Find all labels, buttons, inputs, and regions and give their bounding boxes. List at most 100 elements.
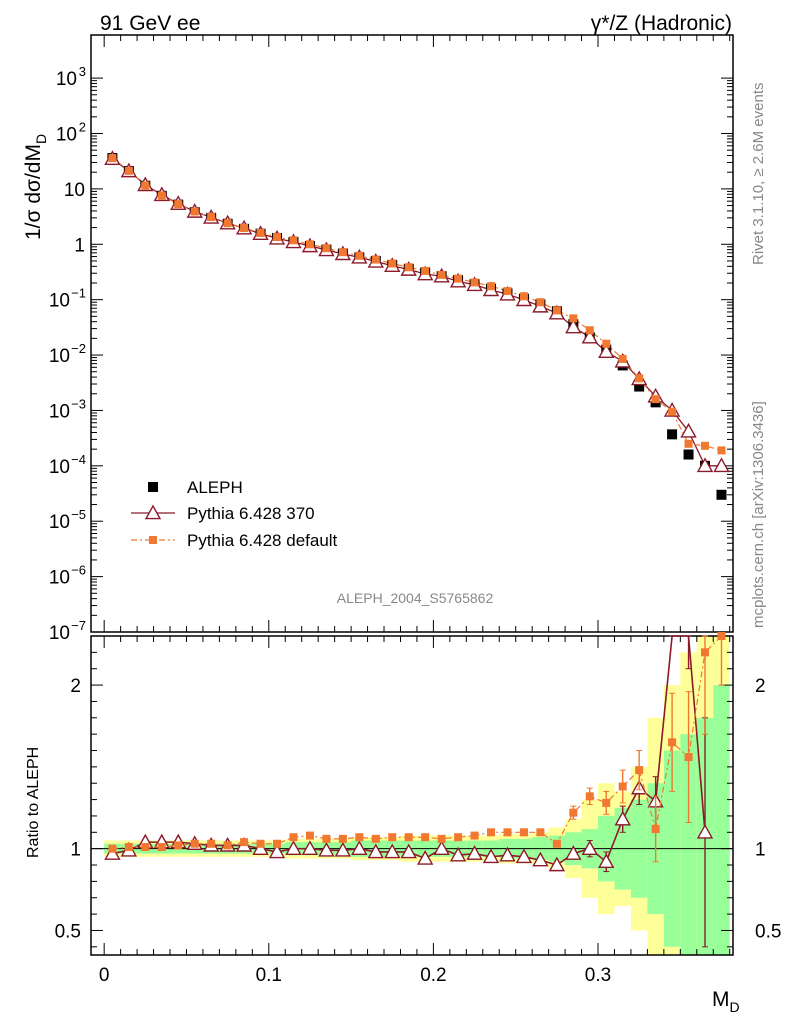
ratio-ylabel: Ratio to ALEPH bbox=[25, 747, 42, 858]
aleph-data-point bbox=[634, 381, 645, 392]
ratio-pythia-default-point bbox=[157, 843, 166, 852]
ratio-pythia-default-point bbox=[437, 834, 446, 843]
ratio-pythia-370-point bbox=[285, 840, 302, 855]
pythia-default-point bbox=[585, 326, 594, 335]
y-tick-label: 10 bbox=[64, 180, 85, 201]
pythia-default-point bbox=[552, 306, 561, 315]
series-line-pythia-370 bbox=[112, 158, 722, 467]
analysis-id: ALEPH_2004_S5765862 bbox=[337, 590, 494, 606]
pythia-default-point bbox=[503, 287, 512, 296]
y-tick-exponent: 2 bbox=[79, 119, 86, 134]
ratio-pythia-default-point bbox=[305, 831, 314, 840]
ratio-pythia-370-point bbox=[104, 845, 121, 860]
ratio-pythia-default-point bbox=[388, 833, 397, 842]
pythia-default-point bbox=[141, 181, 150, 190]
ratio-pythia-default-point bbox=[602, 798, 611, 807]
ratio-pythia-default-point bbox=[404, 833, 413, 842]
ratio-pythia-default-point bbox=[421, 833, 430, 842]
pythia-370-point bbox=[598, 343, 615, 358]
pythia-default-point bbox=[635, 374, 644, 383]
pythia-370-point bbox=[680, 422, 697, 438]
pythia-default-point bbox=[536, 298, 545, 307]
ratio-frame bbox=[90, 635, 734, 956]
pythia-default-point bbox=[421, 266, 430, 275]
legend-pythia-370-marker bbox=[144, 504, 162, 520]
pythia-default-point bbox=[651, 395, 660, 404]
legend-pythia-default-marker bbox=[149, 536, 157, 544]
ratio-pythia-370-point bbox=[416, 850, 434, 865]
pythia-default-point bbox=[684, 439, 693, 448]
ratio-pythia-default-point bbox=[174, 841, 183, 850]
ratio-xlabel: MD bbox=[712, 988, 740, 1015]
pythia-default-point bbox=[701, 441, 710, 450]
legend-label: Pythia 6.428 370 bbox=[187, 504, 315, 523]
x-tick-label: 0 bbox=[99, 965, 110, 986]
ratio-pythia-370-point bbox=[268, 843, 286, 859]
x-tick-label: 0.3 bbox=[585, 965, 611, 986]
y-tick-label: 1 bbox=[74, 235, 85, 256]
ratio-pythia-default-point bbox=[519, 828, 528, 837]
pythia-default-point bbox=[470, 278, 479, 287]
legend-label: Pythia 6.428 default bbox=[187, 531, 338, 550]
ratio-pythia-default-point bbox=[108, 844, 117, 853]
ratio-pythia-default-point bbox=[470, 831, 479, 840]
pythia-default-point bbox=[190, 207, 199, 216]
ratio-pythia-370-point bbox=[301, 840, 319, 855]
y-tick-exponent: −4 bbox=[71, 452, 86, 467]
pythia-default-point bbox=[322, 244, 331, 253]
ratio-pythia-370-point bbox=[581, 840, 598, 855]
pythia-default-point bbox=[404, 263, 413, 272]
band-green bbox=[713, 685, 730, 955]
y-tick-exponent: −2 bbox=[71, 341, 86, 356]
pythia-default-point bbox=[305, 240, 314, 249]
pythia-default-point bbox=[223, 219, 232, 228]
y-tick-exponent: −5 bbox=[71, 507, 86, 522]
pythia-default-point bbox=[289, 236, 298, 245]
ratio-pythia-default-point bbox=[190, 839, 199, 848]
y-tick-label: 10 bbox=[56, 69, 77, 90]
ratio-pythia-370-point bbox=[384, 843, 401, 859]
pythia-default-point bbox=[207, 213, 216, 222]
ratio-pythia-default-point bbox=[701, 648, 710, 657]
y-tick-label: 10 bbox=[49, 346, 70, 367]
pythia-default-point bbox=[338, 248, 347, 257]
ratio-pythia-default-point bbox=[651, 825, 660, 834]
pythia-default-point bbox=[124, 166, 133, 175]
main-frame bbox=[90, 34, 734, 633]
ratio-y-tick-label: 1 bbox=[70, 840, 81, 861]
legend-aleph-marker bbox=[148, 482, 158, 492]
ratio-pythia-370-point bbox=[532, 851, 549, 867]
y-tick-exponent: −1 bbox=[71, 286, 86, 301]
ratio-pythia-default-point bbox=[454, 833, 463, 842]
y-tick-label: 10 bbox=[49, 623, 70, 644]
y-tick-label: 10 bbox=[49, 291, 70, 312]
pythia-default-point bbox=[256, 228, 265, 237]
x-tick-label: 0.1 bbox=[256, 965, 282, 986]
pythia-default-point bbox=[717, 446, 726, 455]
ratio-y-tick-label: 2 bbox=[70, 676, 81, 697]
pythia-default-point bbox=[454, 274, 463, 283]
mcplots-label: mcplots.cern.ch [arXiv:1306.3436] bbox=[750, 401, 767, 628]
pythia-default-point bbox=[519, 292, 528, 301]
ratio-pythia-370-point bbox=[614, 810, 631, 826]
ratio-pythia-370-point bbox=[515, 848, 533, 864]
rivet-label: Rivet 3.1.10, ≥ 2.6M events bbox=[750, 83, 767, 266]
series-line-pythia-default bbox=[112, 157, 722, 451]
ratio-pythia-default-point bbox=[223, 841, 232, 850]
y-tick-label: 10 bbox=[49, 512, 70, 533]
ratio-y-tick-label-right: 0.5 bbox=[755, 921, 781, 942]
pythia-default-point bbox=[388, 259, 397, 268]
ratio-pythia-default-point bbox=[717, 632, 726, 640]
pythia-default-point bbox=[355, 251, 364, 260]
svg-text:1/σ dσ/dMD: 1/σ dσ/dMD bbox=[22, 134, 49, 240]
legend-label: ALEPH bbox=[187, 478, 243, 497]
pythia-370-point bbox=[696, 457, 714, 473]
y-tick-label: 10 bbox=[56, 124, 77, 145]
y-tick-label: 10 bbox=[49, 568, 70, 589]
ratio-pythia-370-point bbox=[367, 843, 384, 859]
ratio-pythia-370-point bbox=[598, 853, 615, 869]
ratio-pythia-default-point bbox=[371, 834, 380, 843]
y-tick-label: 10 bbox=[49, 457, 70, 478]
ratio-pythia-default-point bbox=[585, 792, 594, 801]
ratio-pythia-default-point bbox=[635, 766, 644, 775]
